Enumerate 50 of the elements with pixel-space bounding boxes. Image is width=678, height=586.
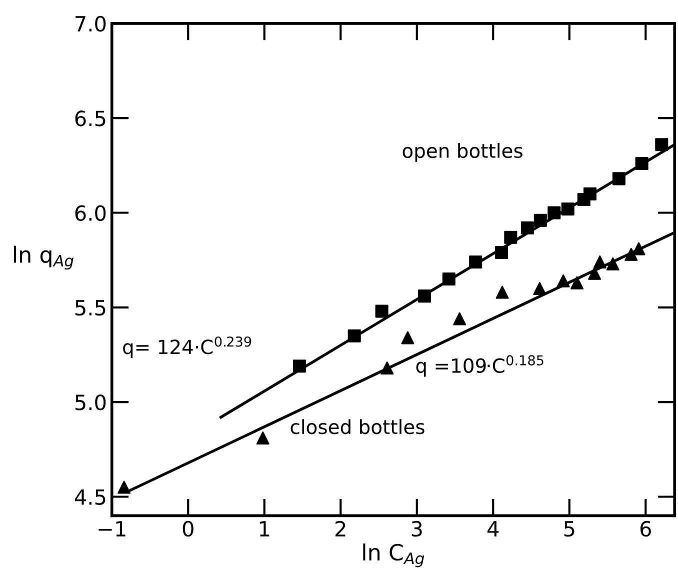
point: [561, 202, 574, 216]
point: [548, 206, 561, 220]
point: [606, 257, 620, 270]
point: [635, 157, 648, 170]
x-tick-label: 5: [564, 521, 574, 537]
y-tick-label: 4.5: [74, 489, 106, 505]
point: [632, 242, 646, 256]
annotation: q= 124·C$^{0.239}$: [123, 336, 252, 358]
x-tick-label: −1: [98, 521, 126, 536]
y-tick-label: 5.5: [75, 300, 106, 316]
point: [588, 266, 602, 280]
point: [533, 282, 546, 295]
point: [520, 221, 534, 234]
point: [593, 255, 606, 268]
point: [583, 187, 596, 200]
y-axis-title: ln q$_{Ag}$: [14, 246, 74, 270]
x-axis-title: ln C$_{Ag}$: [363, 543, 424, 568]
y-tick-label: 6.5: [75, 110, 106, 126]
y-tick-label: 6.0: [75, 205, 106, 221]
x-tick-label: 6: [640, 520, 651, 537]
x-tick-label: 1: [260, 521, 270, 536]
point: [348, 329, 361, 342]
point: [292, 360, 306, 373]
x-tick-label: 3: [412, 520, 422, 537]
point: [496, 286, 509, 299]
point: [469, 255, 482, 268]
annotation: q =109·C$^{0.185}$: [416, 355, 544, 377]
point: [375, 304, 388, 318]
point: [401, 331, 414, 344]
annotation: open bottles: [402, 143, 522, 162]
point: [453, 312, 466, 326]
y-tick-label: 5.0: [75, 394, 106, 410]
point: [624, 248, 638, 261]
point: [442, 272, 456, 286]
point: [556, 274, 570, 288]
point: [418, 290, 432, 303]
x-tick-label: 4: [488, 521, 499, 536]
y-tick-label: 7.0: [76, 16, 106, 32]
x-tick-label: 2: [336, 520, 346, 536]
point: [655, 138, 668, 152]
point: [504, 230, 518, 244]
x-tick-label: 0: [182, 520, 194, 537]
point: [380, 362, 394, 375]
point: [570, 276, 584, 290]
point: [612, 172, 626, 186]
point: [118, 480, 131, 494]
point: [256, 432, 270, 445]
annotation: closed bottles: [290, 419, 424, 434]
point: [534, 214, 547, 227]
point: [495, 246, 508, 260]
